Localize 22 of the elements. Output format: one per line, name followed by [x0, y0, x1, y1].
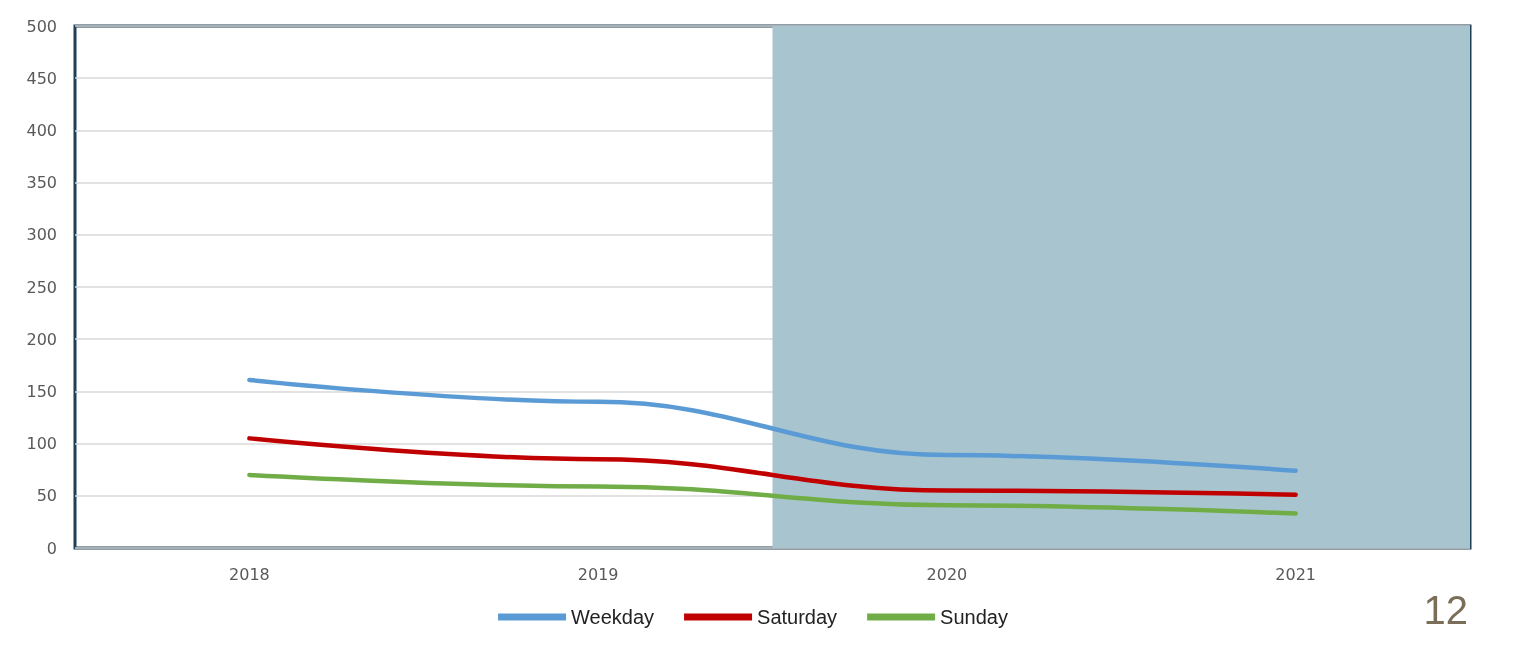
- y-tick-label: 50: [36, 486, 57, 506]
- x-tick-label: 2018: [229, 564, 270, 584]
- y-tick-label: 100: [26, 434, 57, 454]
- text: 12: [1423, 588, 1469, 632]
- x-tick-label: 2019: [577, 564, 619, 584]
- legend-label: Weekday: [571, 606, 655, 628]
- y-tick-label: 400: [26, 120, 57, 140]
- y-tick-label: 150: [26, 381, 57, 401]
- y-tick-label: 0: [46, 538, 57, 558]
- legend-label: Saturday: [757, 606, 838, 628]
- line-series: [247, 472, 1298, 516]
- line-series: [247, 436, 1298, 498]
- line-series: [247, 377, 1298, 473]
- x-tick-label: 2021: [1275, 564, 1316, 584]
- legend-label: Sunday: [940, 606, 1008, 628]
- x-tick-label: 2020: [926, 564, 968, 584]
- y-tick-label: 200: [26, 329, 57, 349]
- y-tick-label: 350: [26, 173, 57, 193]
- y-tick-label: 500: [26, 16, 57, 36]
- y-tick-label: 250: [26, 277, 57, 297]
- y-tick-label: 300: [26, 225, 57, 245]
- y-tick-label: 450: [26, 68, 57, 88]
